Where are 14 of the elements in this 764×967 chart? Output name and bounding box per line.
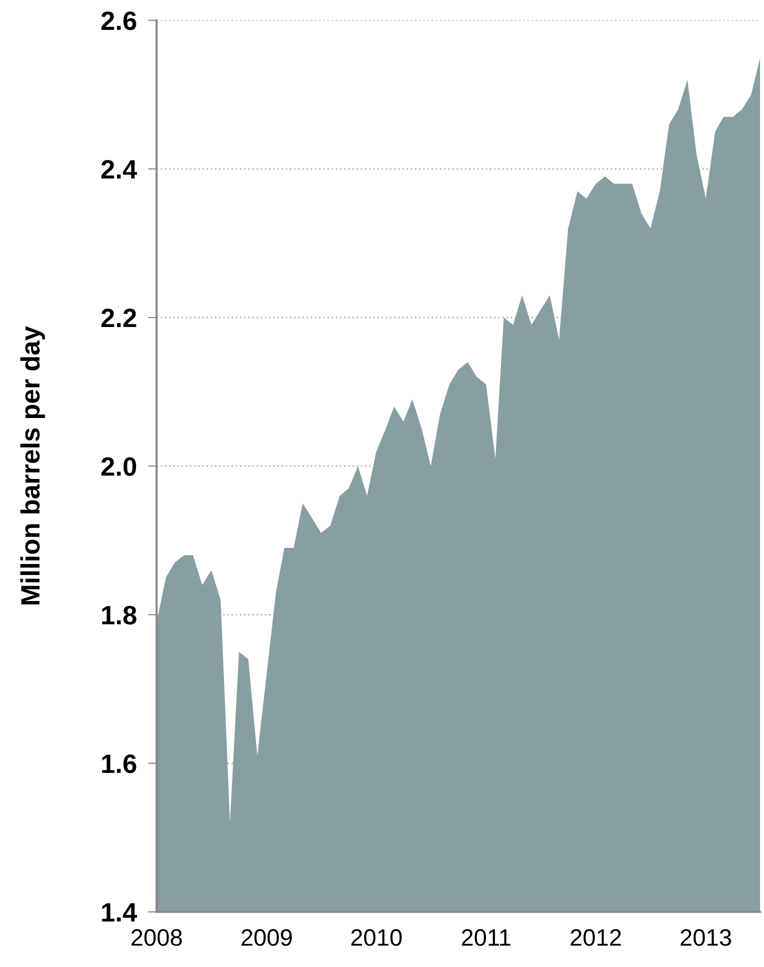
y-axis-title: Million barrels per day xyxy=(20,326,45,604)
x-tick-label: 2010 xyxy=(351,929,402,946)
x-tick-label: 2012 xyxy=(570,929,621,946)
y-tick-label: 2.6 xyxy=(101,11,136,30)
x-tick-label: 2011 xyxy=(462,929,510,946)
y-tick-label: 2.2 xyxy=(101,308,136,328)
y-tick-label: 1.6 xyxy=(102,754,136,774)
x-tick-label: 2009 xyxy=(242,929,292,946)
x-tick-label: 2008 xyxy=(132,929,182,946)
y-tick-label: 1.4 xyxy=(102,903,138,922)
x-tick-label: 2013 xyxy=(680,929,732,946)
y-tick-label: 1.8 xyxy=(102,606,136,625)
y-tick-label: 2.4 xyxy=(101,160,138,178)
y-tick-label: 2.0 xyxy=(101,457,136,476)
